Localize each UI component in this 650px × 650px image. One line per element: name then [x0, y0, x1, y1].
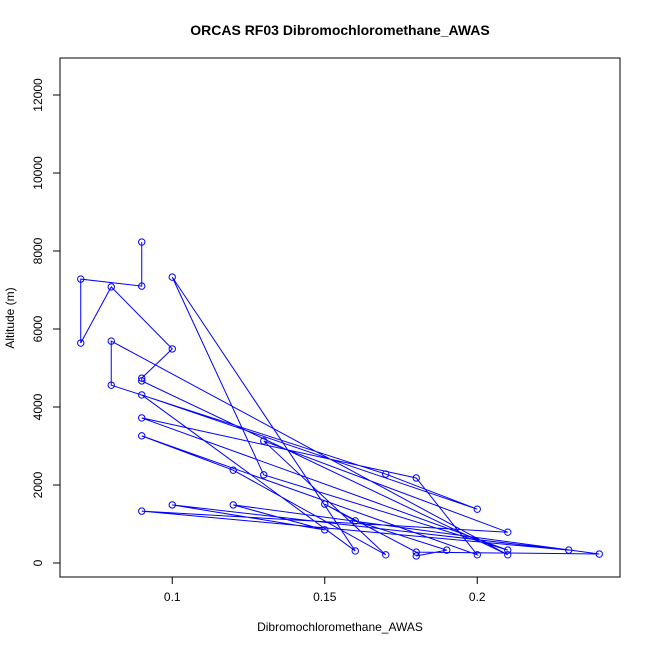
x-tick-label: 0.2: [469, 590, 486, 604]
data-point: [260, 471, 268, 479]
y-tick-label: 2000: [31, 471, 45, 498]
data-point: [473, 551, 481, 559]
x-tick-label: 0.1: [164, 590, 181, 604]
data-point: [565, 546, 573, 554]
data-point: [138, 374, 146, 382]
data-point: [168, 345, 176, 353]
data-point: [260, 437, 268, 445]
plot-box: [59, 57, 621, 578]
data-point: [107, 283, 115, 291]
y-tick-label: 10000: [31, 156, 45, 190]
data-point: [77, 275, 85, 283]
data-point: [504, 551, 512, 559]
data-point: [504, 546, 512, 554]
data-point: [412, 474, 420, 482]
y-tick-label: 6000: [31, 315, 45, 342]
y-axis-label: Altitude (m): [3, 287, 17, 348]
data-point: [138, 377, 146, 385]
x-axis-label: Dibromochloromethane_AWAS: [257, 620, 423, 634]
data-point: [412, 548, 420, 556]
chart-title: ORCAS RF03 Dibromochloromethane_AWAS: [190, 22, 490, 38]
data-point: [595, 550, 603, 558]
y-tick-label: 0: [31, 559, 45, 566]
data-point: [168, 501, 176, 509]
data-point: [351, 547, 359, 555]
data-point: [473, 505, 481, 513]
data-point: [229, 466, 237, 474]
y-tick-label: 12000: [31, 78, 45, 112]
data-point: [77, 339, 85, 347]
x-tick-label: 0.15: [313, 590, 337, 604]
data-point: [229, 501, 237, 509]
data-point: [382, 470, 390, 478]
data-point: [107, 381, 115, 389]
y-tick-label: 8000: [31, 237, 45, 264]
y-tick-label: 4000: [31, 393, 45, 420]
data-point: [168, 273, 176, 281]
data-point: [138, 507, 146, 515]
data-point: [138, 238, 146, 246]
data-point: [443, 546, 451, 554]
data-point: [321, 500, 329, 508]
data-point: [504, 528, 512, 536]
data-point: [412, 552, 420, 560]
data-point: [351, 517, 359, 525]
data-point: [138, 282, 146, 290]
data-point: [138, 432, 146, 440]
data-point: [321, 526, 329, 534]
data-point: [138, 414, 146, 422]
data-point: [382, 551, 390, 559]
data-point: [138, 391, 146, 399]
data-point: [107, 337, 115, 345]
